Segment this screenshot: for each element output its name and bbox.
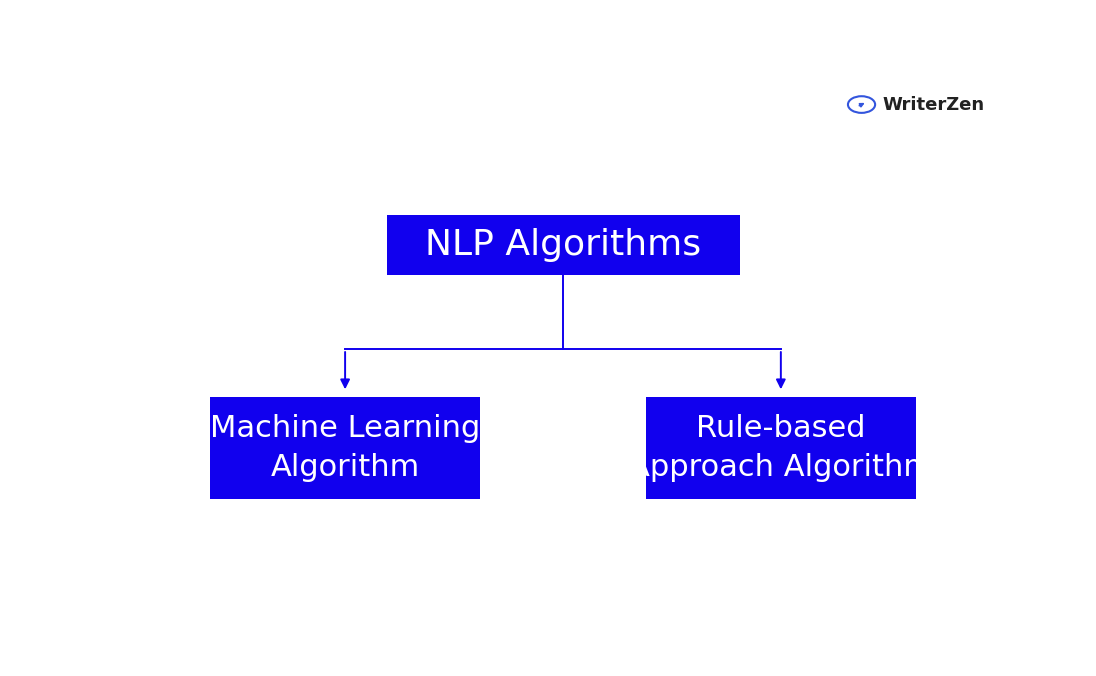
Bar (646, 397, 916, 499)
Text: NLP Algorithms: NLP Algorithms (425, 228, 701, 262)
Text: Machine Learning
Algorithm: Machine Learning Algorithm (210, 414, 480, 482)
Text: Rule-based
Approach Algorithm: Rule-based Approach Algorithm (629, 414, 933, 482)
Text: WriterZen: WriterZen (882, 95, 985, 114)
Bar (387, 215, 740, 275)
Bar (210, 397, 480, 499)
